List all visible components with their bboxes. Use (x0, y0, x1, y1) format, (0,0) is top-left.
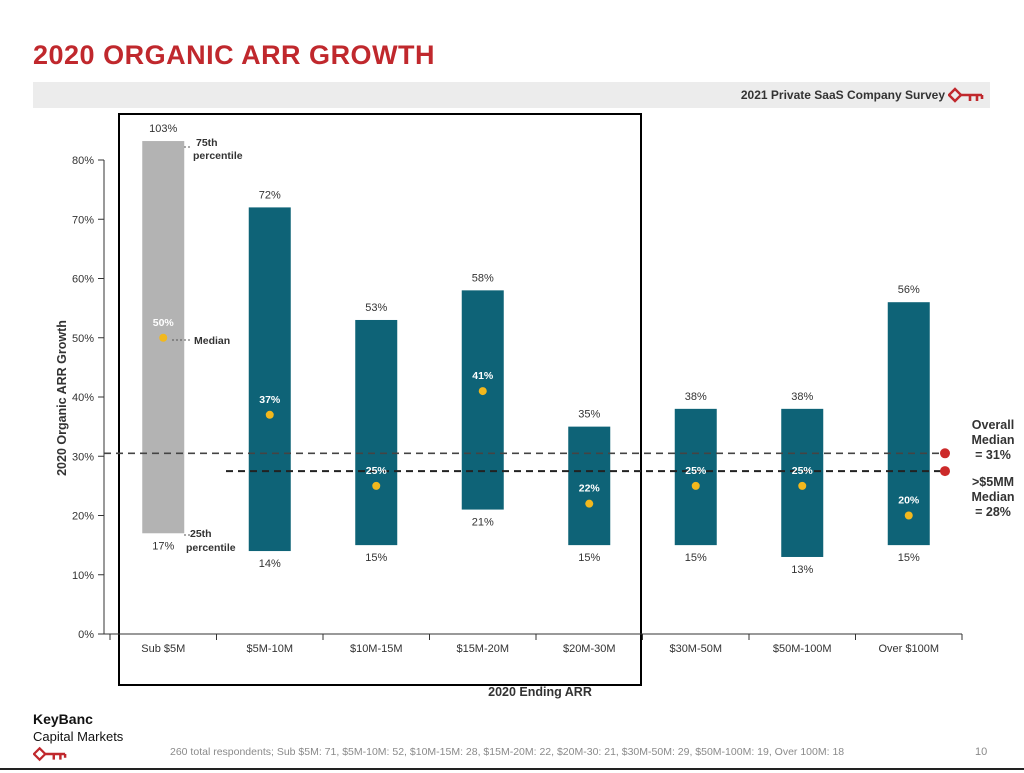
y-axis-title: 2020 Organic ARR Growth (55, 320, 69, 476)
x-tick-label: Sub $5M (141, 643, 185, 655)
median-dots: 50% 37% 25% 41% 22% 25% 25% 20% (153, 317, 920, 520)
range-bar (461, 290, 504, 510)
reference-line-labels: Overall Median = 31% >$5MM Median = 28% (971, 418, 1014, 519)
median-value-label: 25% (685, 465, 707, 477)
top-value-label: 72% (259, 189, 281, 201)
over5mm-median-label-2: Median (971, 490, 1014, 504)
p75-label-line1: 75th (196, 137, 218, 149)
x-tick-label: $15M-20M (456, 643, 509, 655)
p75-label-line2: percentile (193, 150, 243, 162)
top-value-label: 38% (791, 391, 813, 403)
median-dot (265, 410, 274, 419)
overall-median-label-1: Overall (972, 418, 1014, 432)
bottom-value-label: 21% (472, 517, 494, 529)
brand-name: KeyBanc (33, 711, 93, 727)
over-5mm-median-marker (940, 466, 950, 477)
brand-key-icon (33, 746, 67, 762)
p25-label-line2: percentile (186, 542, 236, 554)
y-tick-label: 30% (72, 451, 94, 463)
page-title: 2020 ORGANIC ARR GROWTH (33, 40, 436, 70)
percentile-annotations: 75th percentile Median 25th percentile (172, 137, 243, 554)
key-logo-icon (948, 87, 984, 103)
survey-label: 2021 Private SaaS Company Survey (740, 88, 945, 102)
median-value-label: 50% (153, 317, 175, 329)
top-value-label: 56% (898, 284, 920, 296)
overall-median-marker (940, 448, 950, 459)
bottom-value-label: 15% (365, 552, 387, 564)
y-tick-label: 60% (72, 274, 94, 286)
top-value-label: 103% (149, 123, 177, 135)
x-axis-title: 2020 Ending ARR (488, 685, 592, 699)
median-annotation: Median (194, 335, 230, 347)
range-bars (142, 141, 930, 557)
bottom-value-label: 15% (898, 552, 920, 564)
survey-header-bar: 2021 Private SaaS Company Survey (33, 82, 990, 108)
highlight-box (118, 113, 642, 686)
median-dot (478, 387, 487, 396)
bottom-rule (0, 768, 1024, 770)
median-dot (585, 499, 594, 508)
y-tick-label: 80% (72, 155, 94, 167)
median-dot (904, 511, 913, 520)
median-dot (372, 481, 381, 490)
range-bar (355, 319, 398, 546)
bottom-value-label: 13% (791, 564, 813, 576)
over5mm-median-label-1: >$5MM (972, 475, 1014, 489)
x-axis-ticks: Sub $5M $5M-10M $10M-15M $15M-20M $20M-30M $3… (109, 634, 963, 655)
y-tick-label: 0% (78, 629, 94, 641)
median-dot (798, 481, 807, 490)
x-tick-label: $10M-15M (350, 643, 403, 655)
median-value-label: 25% (366, 465, 388, 477)
y-tick-label: 10% (72, 570, 94, 582)
reference-lines (104, 448, 950, 477)
overall-median-label-2: Median (971, 433, 1014, 447)
range-bar (248, 207, 291, 552)
footnote: 260 total respondents; Sub $5M: 71, $5M-… (170, 746, 845, 758)
top-value-label: 53% (365, 302, 387, 314)
y-tick-label: 70% (72, 214, 94, 226)
median-value-label: 20% (898, 495, 920, 507)
median-value-label: 25% (792, 465, 814, 477)
page-number: 10 (975, 746, 988, 758)
top-value-label: 58% (472, 272, 494, 284)
x-tick-label: Over $100M (878, 643, 939, 655)
brand-subtitle: Capital Markets (33, 729, 124, 744)
median-value-label: 37% (259, 394, 281, 406)
bottom-value-label: 14% (259, 558, 281, 570)
y-tick-label: 50% (72, 333, 94, 345)
range-bar (568, 426, 611, 546)
y-tick-label: 20% (72, 511, 94, 523)
median-value-label: 41% (472, 370, 494, 382)
top-value-label: 38% (685, 391, 707, 403)
y-axis-ticks: 0% 10% 20% 30% 40% 50% 60% 70% 80% (72, 155, 104, 641)
x-tick-label: $30M-50M (669, 643, 722, 655)
range-bar (887, 302, 930, 546)
y-tick-label: 40% (72, 392, 94, 404)
overall-median-label-3: = 31% (975, 448, 1011, 462)
x-tick-label: $20M-30M (563, 643, 616, 655)
range-bar (674, 408, 717, 546)
top-value-label: 35% (578, 409, 600, 421)
x-tick-label: $5M-10M (247, 643, 293, 655)
x-tick-label: $50M-100M (773, 643, 832, 655)
median-dot (159, 333, 168, 342)
over5mm-median-label-3: = 28% (975, 505, 1011, 519)
p25-label-line1: 25th (190, 528, 212, 540)
median-value-label: 22% (579, 483, 601, 495)
bar-labels: 103% 17% 72% 14% 53% 15% 58% 21% 35% 15% 38% 15% 38%… (149, 123, 920, 576)
bottom-value-label: 15% (685, 552, 707, 564)
bottom-value-label: 15% (578, 552, 600, 564)
bottom-value-label: 17% (152, 540, 174, 552)
median-dot (691, 481, 700, 490)
